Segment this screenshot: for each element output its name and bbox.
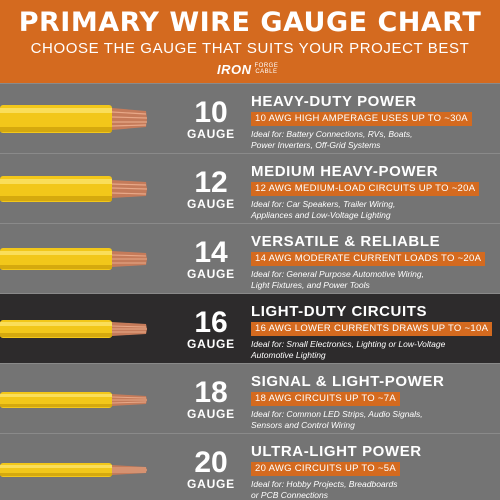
ideal-uses: Ideal for: Hobby Projects, Breadboards o…	[251, 479, 491, 500]
row-heading: VERSATILE & RELIABLE	[251, 233, 441, 250]
ideal-line-2: Automotive Lighting	[251, 350, 326, 360]
gauge-number: 18	[194, 376, 228, 409]
ideal-line-2: Sensors and Control Wiring	[251, 420, 355, 430]
ideal-uses: Ideal for: Battery Connections, RVs, Boa…	[251, 129, 491, 151]
page-title: PRIMARY WIRE GAUGE CHART	[18, 7, 482, 38]
amperage-tag: 14 AWG MODERATE CURRENT LOADS TO ~20A	[251, 252, 486, 266]
gauge-label: GAUGE	[186, 477, 235, 491]
ideal-uses: Ideal for: General Purpose Automotive Wi…	[251, 269, 491, 291]
gauge-label: GAUGE	[186, 407, 235, 421]
ideal-line-1: Ideal for: Battery Connections, RVs, Boa…	[251, 129, 413, 139]
ideal-line-2: Appliances and Low-Voltage Lighting	[251, 210, 391, 220]
gauge-number: 20	[194, 446, 228, 479]
row-heading: LIGHT-DUTY CIRCUITS	[251, 303, 428, 320]
row-heading: ULTRA-LIGHT POWER	[251, 443, 422, 460]
ideal-uses: Ideal for: Common LED Strips, Audio Sign…	[251, 409, 491, 431]
ideal-line-1: Ideal for: Common LED Strips, Audio Sign…	[251, 409, 423, 419]
logo-main-text: IRON	[217, 61, 252, 77]
logo-sub-line-1: FORGE	[254, 63, 279, 69]
ideal-line-2: Light Fixtures, and Power Tools	[251, 280, 370, 290]
wire-image-icon	[0, 463, 147, 477]
ideal-line-1: Ideal for: Small Electronics, Lighting o…	[251, 339, 446, 349]
wire-image-icon	[0, 320, 147, 338]
amperage-tag: 10 AWG HIGH AMPERAGE USES UP TO ~30A	[251, 112, 472, 126]
ideal-line-2: or PCB Connections	[251, 490, 329, 500]
wire-image-icon	[0, 176, 148, 202]
logo-sub-text: FORGE CABLE	[255, 63, 279, 75]
wire-image-icon	[0, 392, 147, 408]
wire-image-icon	[0, 105, 148, 133]
ideal-uses: Ideal for: Small Electronics, Lighting o…	[251, 339, 491, 361]
gauge-row-14: 14 GAUGE VERSATILE & RELIABLE 14 AWG MOD…	[0, 223, 500, 293]
row-heading: SIGNAL & LIGHT-POWER	[251, 373, 445, 390]
ideal-line-1: Ideal for: Car Speakers, Trailer Wiring,	[251, 199, 396, 209]
wire-image-icon	[0, 248, 147, 270]
amperage-tag: 16 AWG LOWER CURRENTS DRAWS UP TO ~10A	[251, 322, 493, 336]
gauge-number: 10	[194, 96, 228, 129]
gauge-row-12: 12 GAUGE MEDIUM HEAVY-POWER 12 AWG MEDIU…	[0, 153, 500, 223]
amperage-tag: 12 AWG MEDIUM-LOAD CIRCUITS UP TO ~20A	[251, 182, 480, 196]
gauge-label: GAUGE	[186, 267, 235, 281]
gauge-number: 12	[194, 166, 228, 199]
ideal-line-2: Power Inverters, Off-Grid Systems	[251, 140, 381, 150]
page-subtitle: CHOOSE THE GAUGE THAT SUITS YOUR PROJECT…	[30, 40, 470, 57]
row-heading: MEDIUM HEAVY-POWER	[251, 163, 439, 180]
row-heading: HEAVY-DUTY POWER	[251, 93, 417, 110]
gauge-row-18: 18 GAUGE SIGNAL & LIGHT-POWER 18 AWG CIR…	[0, 363, 500, 433]
amperage-tag: 18 AWG CIRCUITS UP TO ~7A	[251, 392, 400, 406]
gauge-number: 16	[194, 306, 228, 339]
gauge-row-20: 20 GAUGE ULTRA-LIGHT POWER 20 AWG CIRCUI…	[0, 433, 500, 500]
ideal-uses: Ideal for: Car Speakers, Trailer Wiring,…	[251, 199, 491, 221]
ideal-line-1: Ideal for: Hobby Projects, Breadboards	[251, 479, 398, 489]
gauge-label: GAUGE	[186, 197, 235, 211]
header-banner: PRIMARY WIRE GAUGE CHART CHOOSE THE GAUG…	[0, 0, 500, 83]
brand-logo: IRON FORGE CABLE	[217, 60, 278, 78]
gauge-label: GAUGE	[186, 337, 235, 351]
ideal-line-1: Ideal for: General Purpose Automotive Wi…	[251, 269, 424, 279]
logo-sub-line-2: CABLE	[255, 69, 278, 75]
gauge-row-10: 10 GAUGE HEAVY-DUTY POWER 10 AWG HIGH AM…	[0, 83, 500, 153]
gauge-row-16: 16 GAUGE LIGHT-DUTY CIRCUITS 16 AWG LOWE…	[0, 293, 500, 363]
gauge-label: GAUGE	[186, 127, 235, 141]
gauge-number: 14	[194, 236, 228, 269]
amperage-tag: 20 AWG CIRCUITS UP TO ~5A	[251, 462, 400, 476]
